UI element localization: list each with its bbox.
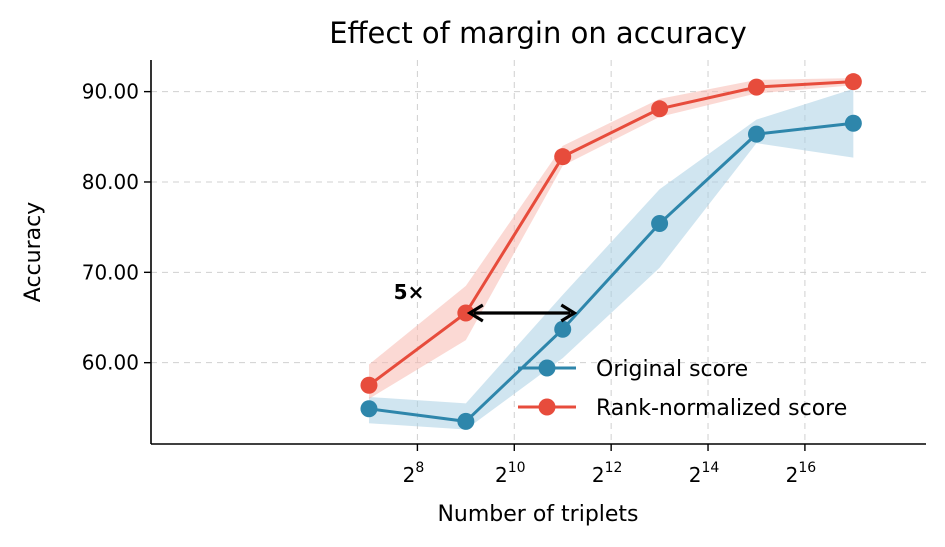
annotation: 5× bbox=[394, 280, 578, 323]
legend-label-1: Rank-normalized score bbox=[596, 396, 847, 421]
x-axis-label: Number of triplets bbox=[437, 502, 638, 527]
x-tick-base: 2 bbox=[786, 463, 799, 487]
axes bbox=[150, 60, 926, 445]
annotation-label: 5× bbox=[394, 280, 425, 304]
series-line-1 bbox=[368, 80, 854, 387]
x-tick-label: 28 bbox=[403, 460, 425, 487]
chart-title: Effect of margin on accuracy bbox=[329, 16, 747, 50]
data-point bbox=[554, 320, 572, 338]
series-band-1 bbox=[368, 78, 854, 399]
annotation-arrowhead-right bbox=[560, 303, 578, 323]
x-tick-base: 2 bbox=[592, 463, 605, 487]
series-points bbox=[360, 73, 862, 430]
y-ticks: 60.00 70.00 80.00 90.00 bbox=[82, 80, 151, 375]
x-tick-exponent: 12 bbox=[605, 460, 623, 476]
data-point bbox=[360, 400, 378, 418]
y-tick-label: 60.00 bbox=[82, 351, 139, 375]
legend-label-0: Original score bbox=[596, 357, 748, 382]
y-tick-label: 70.00 bbox=[82, 260, 139, 284]
y-tick-label: 80.00 bbox=[82, 170, 139, 194]
x-tick-base: 2 bbox=[403, 463, 416, 487]
y-axis-label: Accuracy bbox=[21, 202, 46, 302]
data-point bbox=[360, 376, 378, 394]
x-tick-label: 210 bbox=[495, 460, 526, 487]
series-line-0 bbox=[368, 121, 854, 423]
data-point bbox=[651, 100, 669, 118]
data-point bbox=[844, 73, 862, 91]
legend-marker-0 bbox=[538, 359, 556, 377]
x-tick-exponent: 8 bbox=[415, 460, 424, 476]
data-point bbox=[457, 304, 475, 322]
x-tick-exponent: 10 bbox=[508, 460, 526, 476]
series-lines bbox=[368, 80, 854, 423]
data-point bbox=[747, 125, 765, 143]
x-ticks: 28 210 212 214 216 bbox=[403, 444, 817, 487]
data-point bbox=[844, 114, 862, 132]
x-tick-label: 216 bbox=[786, 460, 817, 487]
x-tick-exponent: 16 bbox=[798, 460, 816, 476]
data-point bbox=[747, 78, 765, 96]
confidence-bands bbox=[368, 78, 854, 430]
x-tick-label: 212 bbox=[592, 460, 623, 487]
x-tick-base: 2 bbox=[689, 463, 702, 487]
x-tick-base: 2 bbox=[495, 463, 508, 487]
x-tick-label: 214 bbox=[689, 460, 720, 487]
data-point bbox=[554, 148, 572, 166]
annotation-arrowhead-left bbox=[466, 303, 484, 323]
data-point bbox=[457, 412, 475, 430]
legend: Original score Rank-normalized score bbox=[518, 357, 847, 421]
legend-marker-1 bbox=[538, 398, 556, 416]
x-tick-exponent: 14 bbox=[701, 460, 719, 476]
series-band-0 bbox=[368, 88, 854, 430]
data-point bbox=[651, 215, 669, 233]
y-tick-label: 90.00 bbox=[82, 80, 139, 104]
